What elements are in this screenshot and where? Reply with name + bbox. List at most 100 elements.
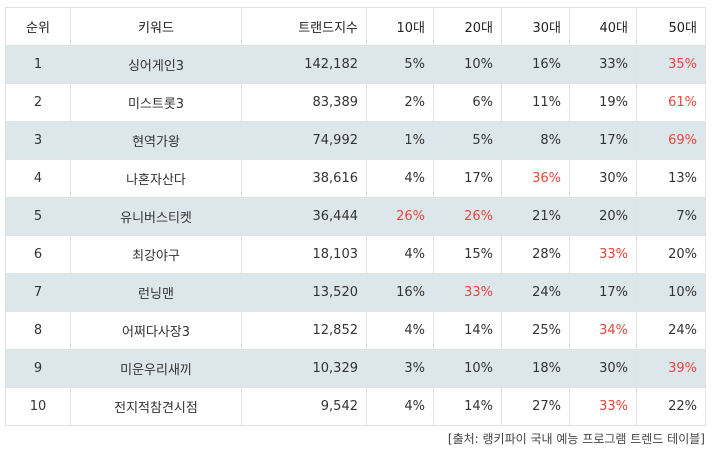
cell-age-30: 36% [501,159,570,198]
cell-trend-index: 83,389 [241,83,367,122]
cell-age-40: 33% [569,387,637,426]
cell-age-20: 26% [433,197,502,236]
cell-keyword: 전지적참견시점 [70,387,242,426]
cell-age-30: 11% [501,83,570,122]
cell-age-10: 4% [366,159,434,198]
cell-keyword: 최강야구 [70,235,242,274]
cell-age-10: 1% [366,121,434,160]
cell-rank: 7 [5,273,71,312]
cell-age-20: 33% [433,273,502,312]
header-age-10: 10대 [366,7,434,46]
cell-rank: 4 [5,159,71,198]
cell-age-10: 5% [366,45,434,84]
cell-trend-index: 38,616 [241,159,367,198]
cell-trend-index: 36,444 [241,197,367,236]
cell-keyword: 현역가왕 [70,121,242,160]
cell-age-20: 17% [433,159,502,198]
cell-age-50: 7% [636,197,706,236]
cell-rank: 3 [5,121,71,160]
cell-age-10: 4% [366,311,434,350]
cell-age-30: 18% [501,349,570,388]
cell-age-50: 69% [636,121,706,160]
cell-trend-index: 10,329 [241,349,367,388]
table-row: 10 전지적참견시점 9,542 4% 14% 27% 33% 22% [5,387,706,426]
table-body: 1 싱어게인3 142,182 5% 10% 16% 33% 35% 2 미스트롯3 83,389 2… [5,45,706,426]
cell-age-50: 10% [636,273,706,312]
cell-age-40: 34% [569,311,637,350]
cell-age-20: 15% [433,235,502,274]
source-caption: [출처: 랭키파이 국내 예능 프로그램 트렌드 테이블] [447,432,705,446]
cell-age-50: 20% [636,235,706,274]
cell-age-40: 33% [569,45,637,84]
cell-rank: 5 [5,197,71,236]
cell-age-30: 16% [501,45,570,84]
cell-keyword: 싱어게인3 [70,45,242,84]
cell-keyword: 어쩌다사장3 [70,311,242,350]
cell-trend-index: 12,852 [241,311,367,350]
cell-age-50: 22% [636,387,706,426]
cell-age-40: 17% [569,273,637,312]
cell-age-50: 61% [636,83,706,122]
cell-age-20: 5% [433,121,502,160]
cell-age-40: 30% [569,349,637,388]
cell-age-50: 24% [636,311,706,350]
table-row: 2 미스트롯3 83,389 2% 6% 11% 19% 61% [5,83,706,122]
cell-keyword: 유니버스티켓 [70,197,242,236]
cell-age-20: 6% [433,83,502,122]
cell-age-40: 20% [569,197,637,236]
table-header: 순위 키워드 트랜드지수 10대 20대 30대 40대 50대 [5,7,706,46]
cell-age-20: 14% [433,311,502,350]
table-row: 3 현역가왕 74,992 1% 5% 8% 17% 69% [5,121,706,160]
trend-table: 순위 키워드 트랜드지수 10대 20대 30대 40대 50대 1 싱어게인3 1… [5,7,706,426]
cell-age-20: 10% [433,45,502,84]
table-row: 6 최강야구 18,103 4% 15% 28% 33% 20% [5,235,706,274]
cell-trend-index: 74,992 [241,121,367,160]
cell-trend-index: 9,542 [241,387,367,426]
cell-age-10: 4% [366,235,434,274]
cell-keyword: 미스트롯3 [70,83,242,122]
table-row: 9 미운우리새끼 10,329 3% 10% 18% 30% 39% [5,349,706,388]
cell-age-30: 28% [501,235,570,274]
table-row: 7 런닝맨 13,520 16% 33% 24% 17% 10% [5,273,706,312]
cell-keyword: 나혼자산다 [70,159,242,198]
cell-keyword: 미운우리새끼 [70,349,242,388]
cell-rank: 6 [5,235,71,274]
header-age-50: 50대 [636,7,706,46]
cell-rank: 9 [5,349,71,388]
header-age-20: 20대 [433,7,502,46]
header-age-40: 40대 [569,7,637,46]
cell-age-10: 4% [366,387,434,426]
table-row: 4 나혼자산다 38,616 4% 17% 36% 30% 13% [5,159,706,198]
cell-age-50: 39% [636,349,706,388]
cell-age-20: 14% [433,387,502,426]
cell-age-30: 8% [501,121,570,160]
cell-age-40: 33% [569,235,637,274]
cell-age-40: 30% [569,159,637,198]
cell-trend-index: 142,182 [241,45,367,84]
cell-age-30: 21% [501,197,570,236]
table-row: 8 어쩌다사장3 12,852 4% 14% 25% 34% 24% [5,311,706,350]
cell-age-40: 17% [569,121,637,160]
cell-age-10: 2% [366,83,434,122]
cell-rank: 2 [5,83,71,122]
cell-age-20: 10% [433,349,502,388]
cell-age-10: 26% [366,197,434,236]
cell-age-30: 25% [501,311,570,350]
header-trend-index: 트랜드지수 [241,7,367,46]
header-row: 순위 키워드 트랜드지수 10대 20대 30대 40대 50대 [5,7,706,46]
header-age-30: 30대 [501,7,570,46]
cell-keyword: 런닝맨 [70,273,242,312]
cell-age-40: 19% [569,83,637,122]
cell-trend-index: 18,103 [241,235,367,274]
cell-age-30: 24% [501,273,570,312]
header-rank: 순위 [5,7,71,46]
cell-age-30: 27% [501,387,570,426]
cell-rank: 8 [5,311,71,350]
cell-age-50: 13% [636,159,706,198]
cell-rank: 10 [5,387,71,426]
cell-trend-index: 13,520 [241,273,367,312]
cell-rank: 1 [5,45,71,84]
cell-age-10: 16% [366,273,434,312]
table-row: 5 유니버스티켓 36,444 26% 26% 21% 20% 7% [5,197,706,236]
